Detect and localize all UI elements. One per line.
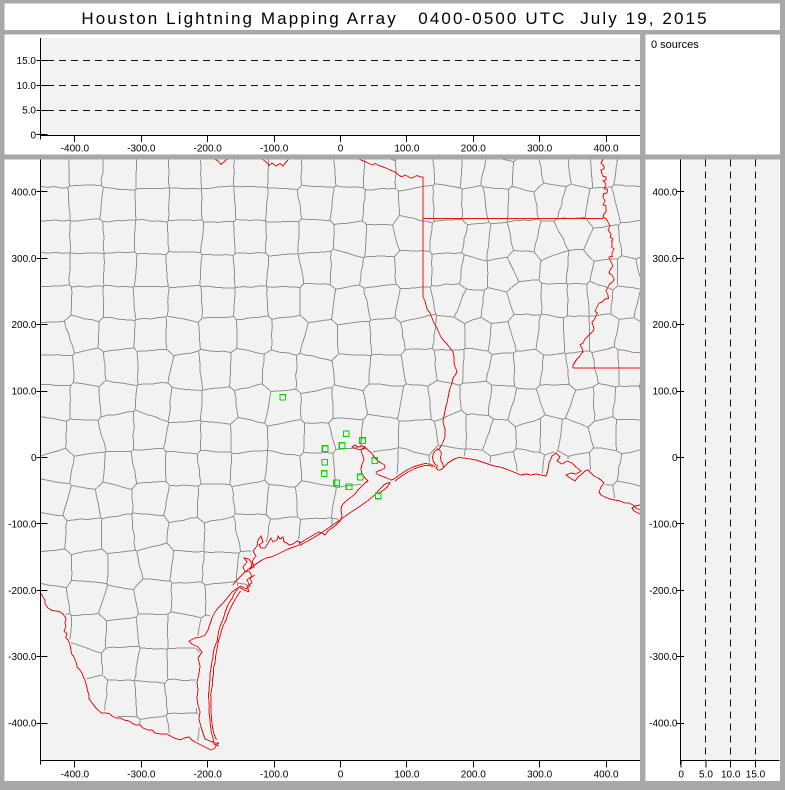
- svg-text:-300.0: -300.0: [649, 652, 678, 663]
- svg-text:-400.0: -400.0: [61, 770, 90, 781]
- svg-text:5.0: 5.0: [22, 106, 36, 117]
- svg-text:-100.0: -100.0: [260, 770, 289, 781]
- svg-text:400.0: 400.0: [11, 187, 36, 198]
- svg-text:0: 0: [338, 144, 344, 155]
- svg-text:400.0: 400.0: [652, 187, 677, 198]
- svg-text:-100.0: -100.0: [260, 144, 289, 155]
- svg-text:100.0: 100.0: [394, 144, 419, 155]
- svg-text:100.0: 100.0: [652, 387, 677, 398]
- svg-text:-300.0: -300.0: [127, 770, 156, 781]
- svg-text:400.0: 400.0: [594, 144, 619, 155]
- svg-text:-400.0: -400.0: [8, 719, 37, 730]
- svg-text:0: 0: [338, 770, 344, 781]
- svg-text:300.0: 300.0: [527, 144, 552, 155]
- svg-text:-200.0: -200.0: [649, 586, 678, 597]
- svg-text:15.0: 15.0: [746, 770, 766, 781]
- svg-text:15.0: 15.0: [17, 56, 37, 67]
- svg-text:300.0: 300.0: [11, 254, 36, 265]
- svg-text:0: 0: [30, 130, 36, 141]
- svg-text:100.0: 100.0: [394, 770, 419, 781]
- svg-text:-200.0: -200.0: [8, 586, 37, 597]
- svg-text:-300.0: -300.0: [127, 144, 156, 155]
- svg-text:-100.0: -100.0: [649, 519, 678, 530]
- svg-text:400.0: 400.0: [594, 770, 619, 781]
- svg-text:5.0: 5.0: [699, 770, 713, 781]
- svg-text:200.0: 200.0: [461, 770, 486, 781]
- svg-text:300.0: 300.0: [652, 254, 677, 265]
- svg-text:-100.0: -100.0: [8, 519, 37, 530]
- svg-text:-200.0: -200.0: [194, 144, 223, 155]
- svg-text:200.0: 200.0: [11, 320, 36, 331]
- svg-text:0: 0: [672, 453, 678, 464]
- svg-text:10.0: 10.0: [17, 81, 37, 92]
- svg-text:0 sources: 0 sources: [651, 39, 699, 51]
- svg-text:Houston Lightning Mapping Arra: Houston Lightning Mapping Array 0400-050…: [81, 9, 708, 28]
- svg-text:0: 0: [678, 770, 684, 781]
- svg-text:-400.0: -400.0: [649, 719, 678, 730]
- svg-text:300.0: 300.0: [527, 770, 552, 781]
- svg-text:-400.0: -400.0: [61, 144, 90, 155]
- svg-text:10.0: 10.0: [721, 770, 741, 781]
- svg-text:0: 0: [31, 453, 37, 464]
- svg-text:200.0: 200.0: [461, 144, 486, 155]
- svg-text:100.0: 100.0: [11, 387, 36, 398]
- svg-text:-300.0: -300.0: [8, 652, 37, 663]
- svg-text:-200.0: -200.0: [194, 770, 223, 781]
- svg-text:200.0: 200.0: [652, 320, 677, 331]
